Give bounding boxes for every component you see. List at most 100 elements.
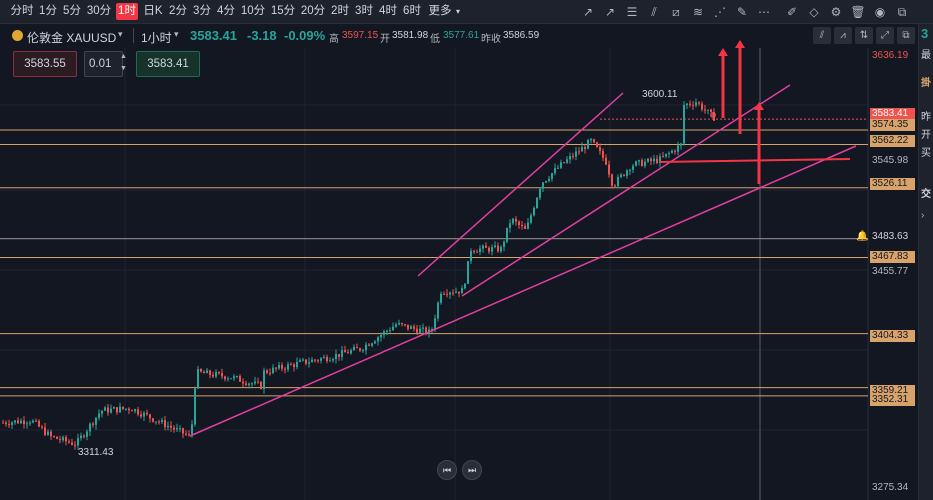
channel-top-line xyxy=(417,92,624,277)
candle-body xyxy=(44,427,46,435)
compare-icon[interactable]: ⇅ xyxy=(855,27,873,44)
open-label: 开 xyxy=(380,34,390,45)
low-value: 3577.61 xyxy=(443,30,480,41)
symbol-dropdown-icon[interactable]: ▾ xyxy=(118,29,123,39)
candle-body xyxy=(557,167,559,169)
candle-body xyxy=(2,422,4,424)
candle-body xyxy=(188,434,190,436)
ray-tool-icon[interactable]: ↗ xyxy=(604,5,616,19)
copy-icon[interactable]: ⧉ xyxy=(897,5,907,19)
trendline-tool-icon[interactable]: ↗ xyxy=(582,5,594,19)
timeframe-1[interactable]: 1分 xyxy=(39,5,57,17)
candle-body xyxy=(233,376,235,379)
candle-body xyxy=(371,343,373,346)
up-arrow-head xyxy=(735,40,745,48)
candle-body xyxy=(65,437,67,442)
alert-bell-icon[interactable]: 🔔 xyxy=(856,231,869,242)
timeframe-14[interactable]: 4时 xyxy=(379,5,397,17)
candle-body xyxy=(467,261,469,284)
candle-body xyxy=(191,424,193,435)
candle-body xyxy=(584,146,586,149)
more-tools-icon[interactable]: ⋯ xyxy=(758,5,770,19)
candle-body xyxy=(266,370,268,373)
timeframe-7[interactable]: 3分 xyxy=(193,5,211,17)
candle-body xyxy=(230,378,232,380)
candle-body xyxy=(311,359,313,363)
indicator-icon[interactable]: ⩘ xyxy=(834,27,852,44)
side-panel-text: 昨 xyxy=(921,112,931,123)
timeframe-13[interactable]: 3时 xyxy=(355,5,373,17)
candle-body xyxy=(275,367,277,369)
scroll-forward-button[interactable]: ⏭ xyxy=(462,460,482,480)
more-dropdown-icon[interactable]: ▾ xyxy=(455,7,460,16)
quantity-down-icon[interactable]: ▼ xyxy=(120,65,127,72)
scroll-back-button[interactable]: ⏮ xyxy=(437,460,457,480)
candle-body xyxy=(395,324,397,327)
candle-body xyxy=(479,248,481,252)
timeframe-16[interactable]: 更多 xyxy=(428,5,452,17)
candle-body xyxy=(257,381,259,383)
candle-body xyxy=(527,222,529,229)
timeframe-2[interactable]: 5分 xyxy=(63,5,81,17)
candle-body xyxy=(629,169,631,171)
gann-fan-icon[interactable]: ⋰ xyxy=(714,5,726,19)
timeframe-8[interactable]: 4分 xyxy=(217,5,235,17)
candle-body xyxy=(509,223,511,228)
interval-label[interactable]: 1小时 xyxy=(141,31,172,45)
candle-body xyxy=(476,251,478,253)
timeframe-11[interactable]: 20分 xyxy=(300,5,326,17)
candle-body xyxy=(650,158,652,162)
fibonacci-tool-icon[interactable]: ≋ xyxy=(692,5,704,19)
interval-dropdown-icon[interactable]: ▾ xyxy=(174,29,179,39)
candle-body xyxy=(653,158,655,162)
trash-icon[interactable]: 🗑 xyxy=(850,5,866,19)
side-panel-text: 掛 xyxy=(921,78,931,89)
chart-type-icon[interactable]: ⫽ xyxy=(813,27,831,44)
timeframe-10[interactable]: 15分 xyxy=(270,5,296,17)
timeframe-3[interactable]: 30分 xyxy=(86,5,112,17)
timeframe-12[interactable]: 2时 xyxy=(331,5,349,17)
edit-icon[interactable]: ✐ xyxy=(786,5,798,19)
candle-body xyxy=(122,406,124,409)
prev-close-value: 3586.59 xyxy=(503,30,540,41)
candle-body xyxy=(524,226,526,229)
timeframe-4[interactable]: 1时 xyxy=(116,3,138,20)
horizontal-line-tool-icon[interactable]: ☰ xyxy=(626,5,638,19)
candle-body xyxy=(443,293,445,295)
candle-body xyxy=(26,423,28,425)
timeframe-9[interactable]: 10分 xyxy=(240,5,266,17)
symbol-row: 伦敦金 XAUUSD ▾ 1小时 ▾ 3583.41 -3.18 -0.09% … xyxy=(0,24,933,48)
timeframe-5[interactable]: 日K xyxy=(143,5,163,17)
eraser-icon[interactable]: ◇ xyxy=(809,5,819,19)
low-label: 低 xyxy=(430,34,440,45)
candle-body xyxy=(362,350,364,352)
candle-body xyxy=(305,359,307,364)
eye-icon[interactable]: ◉ xyxy=(874,5,886,19)
side-panel-expand-icon[interactable]: › xyxy=(921,210,925,221)
quantity-up-icon[interactable]: ▲ xyxy=(120,53,127,60)
candle-body xyxy=(374,341,376,344)
screenshot-icon[interactable]: ⧉ xyxy=(897,27,915,44)
candle-body xyxy=(206,370,208,374)
fullscreen-icon[interactable]: ⤢ xyxy=(876,27,894,44)
parallel-channel-icon[interactable]: ⧄ xyxy=(672,5,680,19)
candle-body xyxy=(434,318,436,330)
buy-button[interactable]: 3583.41 xyxy=(136,51,200,77)
symbol-name[interactable]: 伦敦金 XAUUSD xyxy=(27,31,117,45)
candle-body xyxy=(536,197,538,208)
pen-tool-icon[interactable]: ✎ xyxy=(736,5,748,19)
channel-tool-icon[interactable]: ⫽ xyxy=(651,5,657,19)
settings-icon[interactable]: ⚙ xyxy=(830,5,842,19)
timeframe-6[interactable]: 2分 xyxy=(169,5,187,17)
quantity-input[interactable]: 0.01 xyxy=(84,51,123,77)
timeframe-15[interactable]: 6时 xyxy=(403,5,421,17)
sell-button[interactable]: 3583.55 xyxy=(13,51,77,77)
last-price: 3583.41 xyxy=(190,28,237,43)
level-label: 3526.11 xyxy=(870,178,915,190)
candle-body xyxy=(323,356,325,359)
side-panel-text: 交 xyxy=(921,189,931,200)
candle-body xyxy=(437,302,439,319)
candle-body xyxy=(116,407,118,413)
timeframe-0[interactable]: 分时 xyxy=(10,5,34,17)
